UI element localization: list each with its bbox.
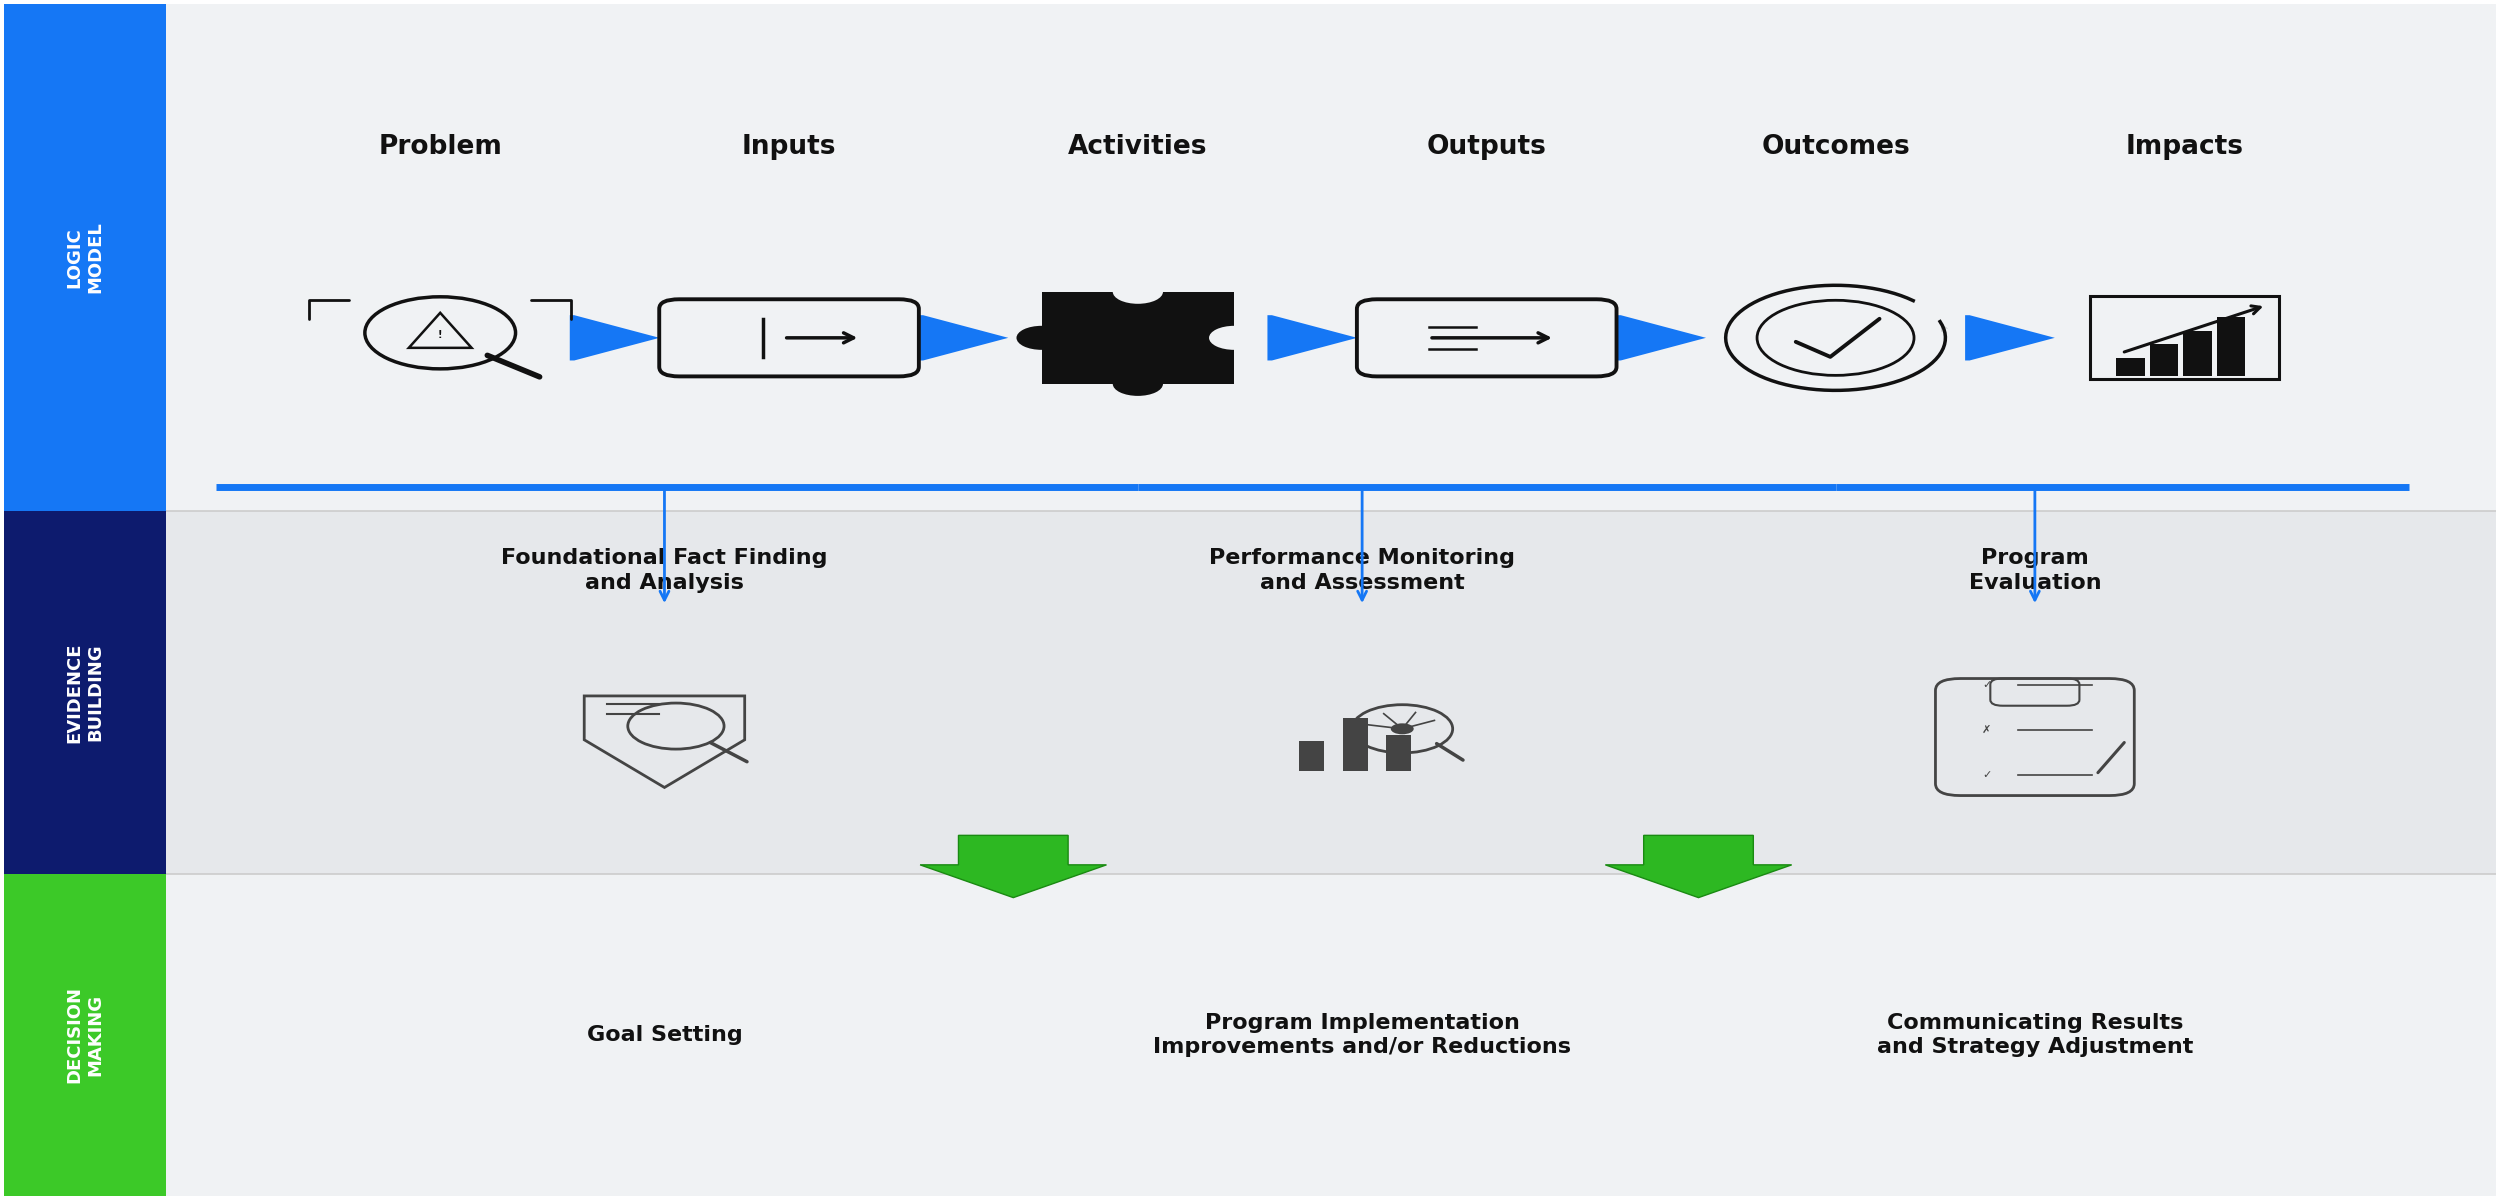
Text: Foundational Fact Finding
and Analysis: Foundational Fact Finding and Analysis [500, 548, 828, 593]
Bar [5, 4, 165, 511]
Polygon shape [570, 316, 660, 360]
Text: Inputs: Inputs [742, 134, 838, 160]
Bar [2150, 344, 2178, 377]
Bar [165, 511, 2495, 874]
Text: Problem: Problem [378, 134, 503, 160]
Polygon shape [918, 316, 1008, 360]
Bar [1300, 742, 1325, 772]
Text: Activities: Activities [1068, 134, 1208, 160]
Bar [2118, 358, 2145, 377]
FancyBboxPatch shape [1042, 292, 1235, 384]
Text: DECISION
MAKING: DECISION MAKING [65, 986, 105, 1084]
Circle shape [1390, 724, 1412, 734]
Circle shape [1112, 372, 1162, 396]
Polygon shape [1618, 316, 1705, 360]
Circle shape [1112, 280, 1162, 304]
Text: ✓: ✓ [1982, 680, 1992, 690]
Text: ✗: ✗ [1982, 725, 1992, 736]
Text: ✓: ✓ [1982, 770, 1992, 780]
Text: Program Implementation
Improvements and/or Reductions: Program Implementation Improvements and/… [1152, 1013, 1570, 1057]
Text: Program
Evaluation: Program Evaluation [1968, 548, 2100, 593]
Bar [165, 874, 2495, 1196]
Text: !: ! [438, 330, 442, 341]
Text: Communicating Results
and Strategy Adjustment: Communicating Results and Strategy Adjus… [1878, 1013, 2192, 1057]
Text: Outcomes: Outcomes [1760, 134, 1910, 160]
Polygon shape [920, 835, 1108, 898]
Bar [1342, 719, 1368, 772]
Bar [5, 511, 165, 874]
Text: LOGIC
MODEL: LOGIC MODEL [65, 222, 105, 293]
Bar [2182, 331, 2212, 377]
Polygon shape [1268, 316, 1358, 360]
Text: EVIDENCE
BUILDING: EVIDENCE BUILDING [65, 642, 105, 743]
Text: Outputs: Outputs [1427, 134, 1548, 160]
Text: Impacts: Impacts [2125, 134, 2242, 160]
Text: Goal Setting: Goal Setting [588, 1025, 742, 1045]
Polygon shape [1965, 316, 2055, 360]
Polygon shape [1605, 835, 1792, 898]
Bar [165, 4, 2495, 511]
Circle shape [1210, 326, 1260, 350]
Bar [2218, 317, 2245, 377]
Bar [5, 874, 165, 1196]
Bar [1385, 734, 1412, 772]
Bar [2090, 296, 2278, 379]
Circle shape [1017, 326, 1068, 350]
Text: Performance Monitoring
and Assessment: Performance Monitoring and Assessment [1210, 548, 1515, 593]
